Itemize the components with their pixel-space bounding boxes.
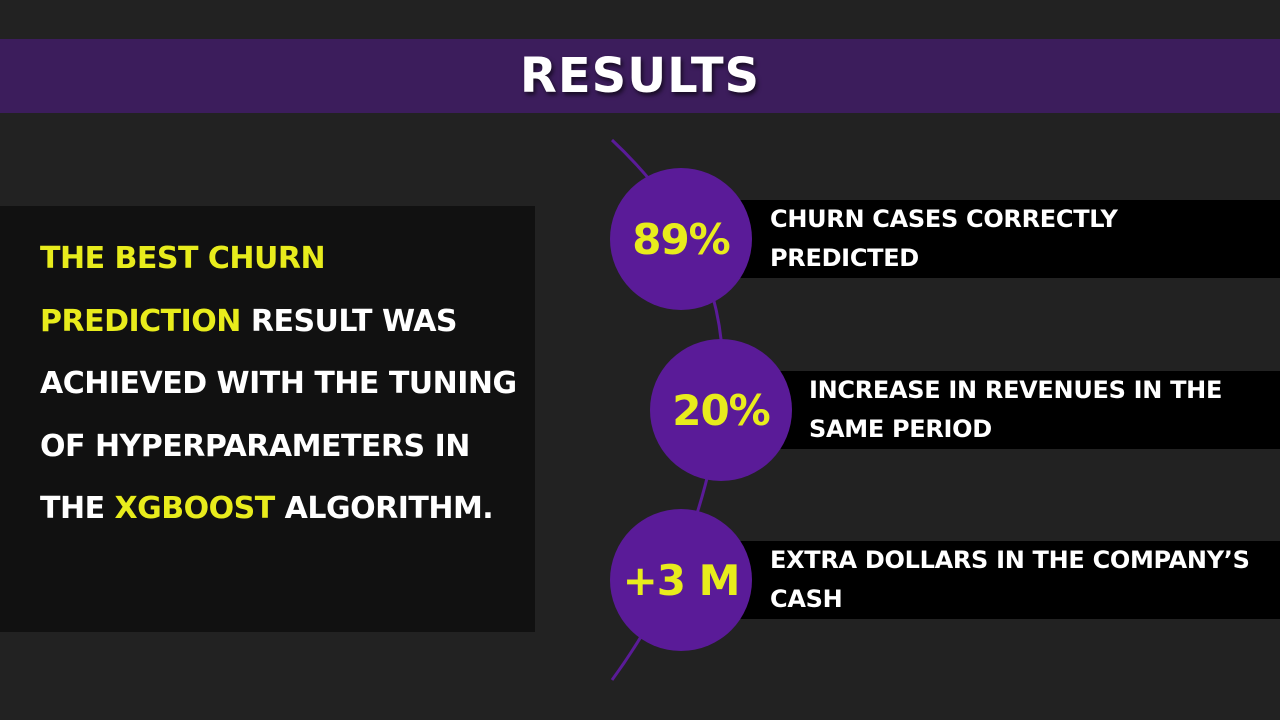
result-circle-3: +3 M: [610, 509, 752, 651]
summary-text: THE BEST CHURN PREDICTION RESULT WAS ACH…: [40, 228, 530, 541]
result-value-2: 20%: [672, 385, 771, 435]
result-text-1: CHURN CASES CORRECTLY PREDICTED: [770, 205, 1118, 272]
summary-tail: ALGORITHM.: [274, 491, 494, 526]
result-band-3: EXTRA DOLLARS IN THE COMPANY’S CASH: [680, 541, 1280, 619]
result-band-1: CHURN CASES CORRECTLY PREDICTED: [680, 200, 1280, 278]
summary-body: RESULT WAS ACHIEVED WITH THE TUNING OF H…: [40, 303, 517, 527]
summary-highlight-algorithm: XGBOOST: [114, 491, 276, 526]
summary-panel: [0, 206, 535, 632]
page-title: RESULTS: [519, 48, 761, 104]
result-circle-1: 89%: [610, 168, 752, 310]
result-circle-2: 20%: [650, 339, 792, 481]
title-bar: RESULTS: [0, 39, 1280, 113]
result-value-3: +3 M: [622, 555, 741, 605]
result-text-3: EXTRA DOLLARS IN THE COMPANY’S CASH: [770, 546, 1250, 613]
result-text-2: INCREASE IN REVENUES IN THE SAME PERIOD: [809, 376, 1223, 443]
summary-highlight-model: THE BEST CHURN PREDICTION: [40, 241, 326, 339]
result-band-2: INCREASE IN REVENUES IN THE SAME PERIOD: [720, 371, 1280, 449]
result-value-1: 89%: [632, 214, 731, 264]
